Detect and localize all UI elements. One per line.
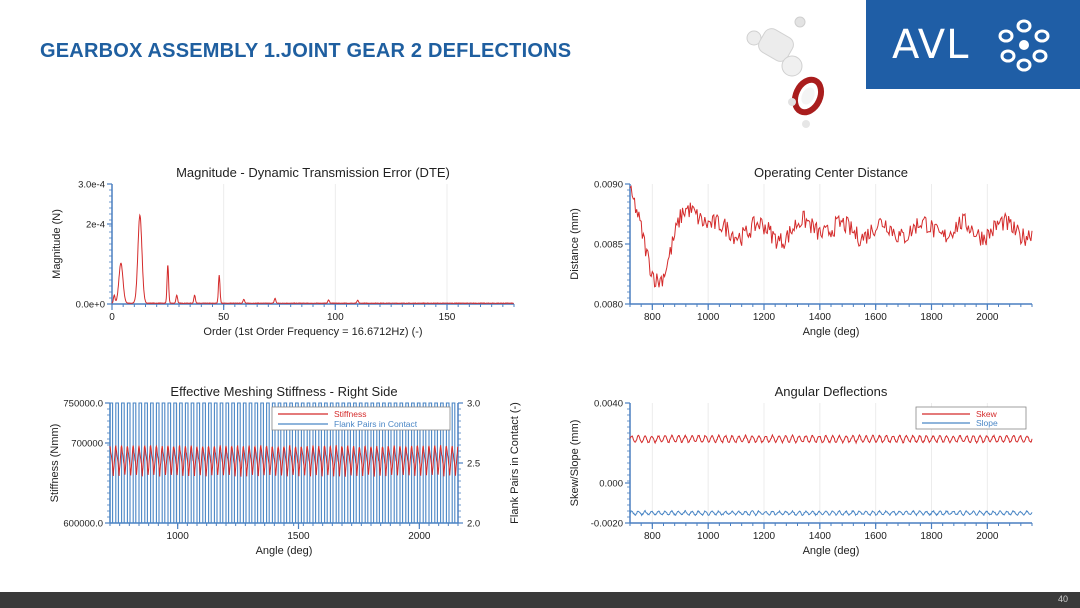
gear-assembly-illustration bbox=[746, 16, 825, 128]
y-tick-label: 0.0090 bbox=[594, 180, 623, 191]
chart-title: Operating Center Distance bbox=[754, 165, 908, 180]
x-tick-label: 1600 bbox=[865, 312, 888, 323]
avl-logo: AVL bbox=[866, 0, 1080, 89]
chart-title: Angular Deflections bbox=[775, 384, 888, 399]
x-tick-label: 1200 bbox=[753, 312, 776, 323]
legend-label-slope: Slope bbox=[976, 418, 998, 428]
x-tick-label: 2000 bbox=[976, 531, 999, 542]
y-tick-label: 600000.0 bbox=[63, 519, 103, 530]
y-tick-label: 0.0040 bbox=[594, 399, 623, 410]
y-tick-label: -0.0020 bbox=[591, 519, 623, 530]
x-axis-label: Order (1st Order Frequency = 16.6712Hz) … bbox=[203, 326, 422, 338]
slide-title: GEARBOX ASSEMBLY 1.JOINT GEAR 2 DEFLECTI… bbox=[40, 40, 572, 62]
x-tick-label: 2000 bbox=[976, 312, 999, 323]
page-number: 40 bbox=[1057, 594, 1068, 604]
x-tick-label: 1500 bbox=[287, 531, 310, 542]
legend-label-stiffness: Stiffness bbox=[334, 409, 366, 419]
dte-chart: 0 50 100 150 0.0e+0 2e-4 3.0e-4 Magnitude - Dyn… bbox=[51, 165, 515, 338]
distance-series-line bbox=[629, 185, 1033, 288]
x-axis-label: Angle (deg) bbox=[256, 545, 313, 557]
y2-tick-label: 2.0 bbox=[467, 519, 480, 530]
y-tick-label: 0.0085 bbox=[594, 240, 623, 251]
x-tick-label: 1000 bbox=[697, 531, 720, 542]
avl-emblem-icon bbox=[998, 19, 1050, 72]
y-tick-label: 3.0e-4 bbox=[78, 180, 105, 191]
chart-title: Effective Meshing Stiffness - Right Side bbox=[170, 384, 397, 399]
x-tick-label: 0 bbox=[109, 312, 115, 323]
x-tick-label: 1400 bbox=[809, 312, 832, 323]
y2-axis-label: Flank Pairs in Contact (-) bbox=[509, 402, 521, 524]
x-tick-label: 800 bbox=[644, 312, 661, 323]
x-tick-label: 1000 bbox=[697, 312, 720, 323]
skew-series-line bbox=[629, 433, 1033, 445]
y-tick-label: 700000 bbox=[71, 439, 103, 450]
x-tick-label: 1600 bbox=[865, 531, 888, 542]
x-axis-label: Angle (deg) bbox=[803, 545, 860, 557]
x-tick-label: 1800 bbox=[920, 312, 943, 323]
legend-label-skew: Skew bbox=[976, 409, 998, 419]
y-tick-label: 750000.0 bbox=[63, 399, 103, 410]
legend-label-flank: Flank Pairs in Contact bbox=[334, 419, 418, 429]
y-tick-label: 2e-4 bbox=[86, 220, 105, 231]
slope-series-line bbox=[629, 509, 1033, 517]
y-axis-label: Magnitude (N) bbox=[51, 209, 63, 279]
x-axis-label: Angle (deg) bbox=[803, 326, 860, 338]
x-tick-label: 100 bbox=[327, 312, 344, 323]
x-tick-label: 1800 bbox=[920, 531, 943, 542]
x-tick-label: 800 bbox=[644, 531, 661, 542]
x-tick-label: 2000 bbox=[408, 531, 431, 542]
dte-series-line bbox=[111, 213, 514, 305]
y-tick-label: 0.0e+0 bbox=[76, 300, 105, 311]
meshing-stiffness-chart: 1000 1500 2000 600000.0 700000 750000.0 Effect… bbox=[49, 384, 521, 557]
y-axis-label: Skew/Slope (mm) bbox=[569, 420, 581, 507]
legend-box bbox=[915, 406, 1027, 430]
x-tick-label: 1400 bbox=[809, 531, 832, 542]
y2-tick-label: 3.0 bbox=[467, 399, 480, 410]
y-tick-label: 0.0080 bbox=[594, 300, 623, 311]
logo-text: AVL bbox=[892, 22, 970, 68]
y-axis-label: Distance (mm) bbox=[569, 208, 581, 280]
footer-bar: 40 bbox=[0, 592, 1080, 608]
x-tick-label: 150 bbox=[439, 312, 456, 323]
y-axis-label: Stiffness (Nmm) bbox=[49, 424, 61, 503]
x-tick-label: 1200 bbox=[753, 531, 776, 542]
y2-tick-label: 2.5 bbox=[467, 459, 480, 470]
x-tick-label: 50 bbox=[218, 312, 230, 323]
y-tick-label: 0.000 bbox=[599, 479, 623, 490]
chart-title: Magnitude - Dynamic Transmission Error (… bbox=[176, 165, 450, 180]
x-tick-label: 1000 bbox=[167, 531, 190, 542]
flank-pairs-series-line bbox=[109, 402, 458, 524]
stiffness-series-line bbox=[109, 444, 459, 477]
angular-deflections-chart: 800 1000 1200 1400 1600 1800 2000 -0.0020 0.000 0… bbox=[569, 384, 1033, 557]
operating-center-distance-chart: 800 1000 1200 1400 1600 1800 2000 0.0080 0.0085 0… bbox=[569, 165, 1033, 338]
